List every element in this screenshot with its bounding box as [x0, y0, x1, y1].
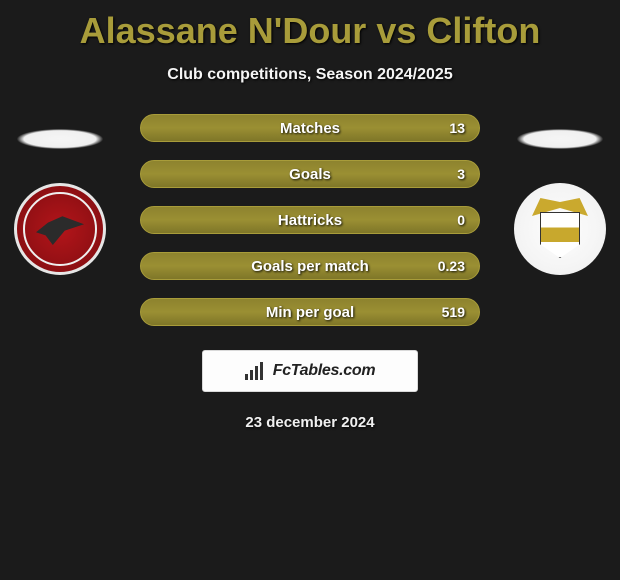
- page-title: Alassane N'Dour vs Clifton: [0, 0, 620, 52]
- club-left-area: [0, 125, 120, 275]
- player-left-plate: [0, 125, 120, 153]
- branding-text: FcTables.com: [273, 362, 376, 380]
- bar-chart-icon: [245, 362, 267, 380]
- stat-value: 0.23: [438, 258, 465, 274]
- swift-bird-icon: [36, 213, 84, 245]
- branding-box: FcTables.com: [202, 350, 418, 392]
- page-subtitle: Club competitions, Season 2024/2025: [0, 66, 620, 84]
- stat-row-min-per-goal: Min per goal 519: [140, 298, 480, 326]
- stat-label: Min per goal: [266, 304, 354, 321]
- stat-row-goals: Goals 3: [140, 160, 480, 188]
- shield-icon: [540, 212, 580, 258]
- stat-label: Hattricks: [278, 212, 342, 229]
- player-right-plate: [500, 125, 620, 153]
- stat-row-hattricks: Hattricks 0: [140, 206, 480, 234]
- stat-label: Matches: [280, 120, 340, 137]
- club-left-badge: [14, 183, 106, 275]
- stat-value: 13: [449, 120, 465, 136]
- stat-value: 519: [442, 304, 465, 320]
- stat-value: 0: [457, 212, 465, 228]
- stat-label: Goals: [289, 166, 331, 183]
- club-right-area: [500, 125, 620, 275]
- stat-label: Goals per match: [251, 258, 369, 275]
- date-label: 23 december 2024: [0, 414, 620, 431]
- stats-panel: Matches 13 Goals 3 Hattricks 0 Goals per…: [140, 114, 480, 326]
- stat-value: 3: [457, 166, 465, 182]
- club-right-badge: [514, 183, 606, 275]
- stat-row-goals-per-match: Goals per match 0.23: [140, 252, 480, 280]
- stat-row-matches: Matches 13: [140, 114, 480, 142]
